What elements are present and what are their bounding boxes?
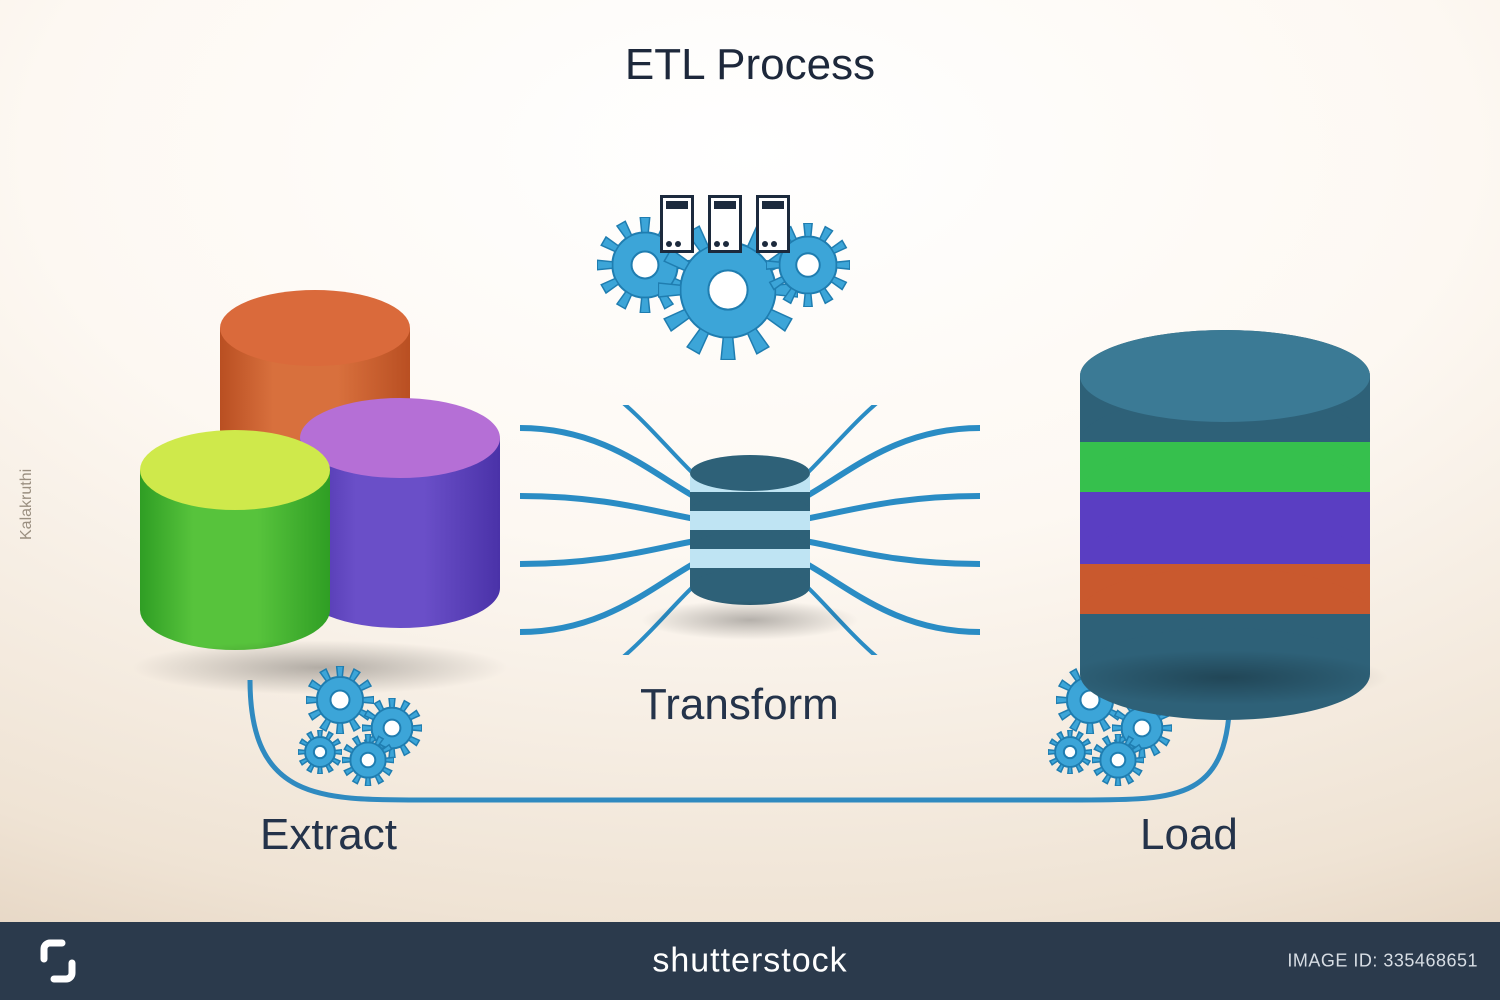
server-icon: [708, 195, 742, 253]
gear-icon: [1092, 734, 1144, 791]
shutterstock-logo-icon: [30, 933, 86, 989]
load-label: Load: [1140, 810, 1238, 860]
center-shadow: [640, 600, 860, 640]
gear-icon: [1048, 730, 1092, 779]
footer-image-id: IMAGE ID: 335468651: [1287, 951, 1478, 972]
transform-database: [690, 455, 810, 605]
server-icon: [660, 195, 694, 253]
gear-icon: [298, 730, 342, 779]
warehouse-shadow: [1060, 650, 1390, 705]
server-icon: [756, 195, 790, 253]
warehouse-cylinder: [1080, 330, 1370, 660]
footer-bar: shutterstock IMAGE ID: 335468651: [0, 922, 1500, 1000]
extract-label: Extract: [260, 810, 397, 860]
footer-brand: shutterstock: [652, 942, 847, 981]
gear-icon: [342, 734, 394, 791]
transform-label: Transform: [640, 680, 839, 730]
